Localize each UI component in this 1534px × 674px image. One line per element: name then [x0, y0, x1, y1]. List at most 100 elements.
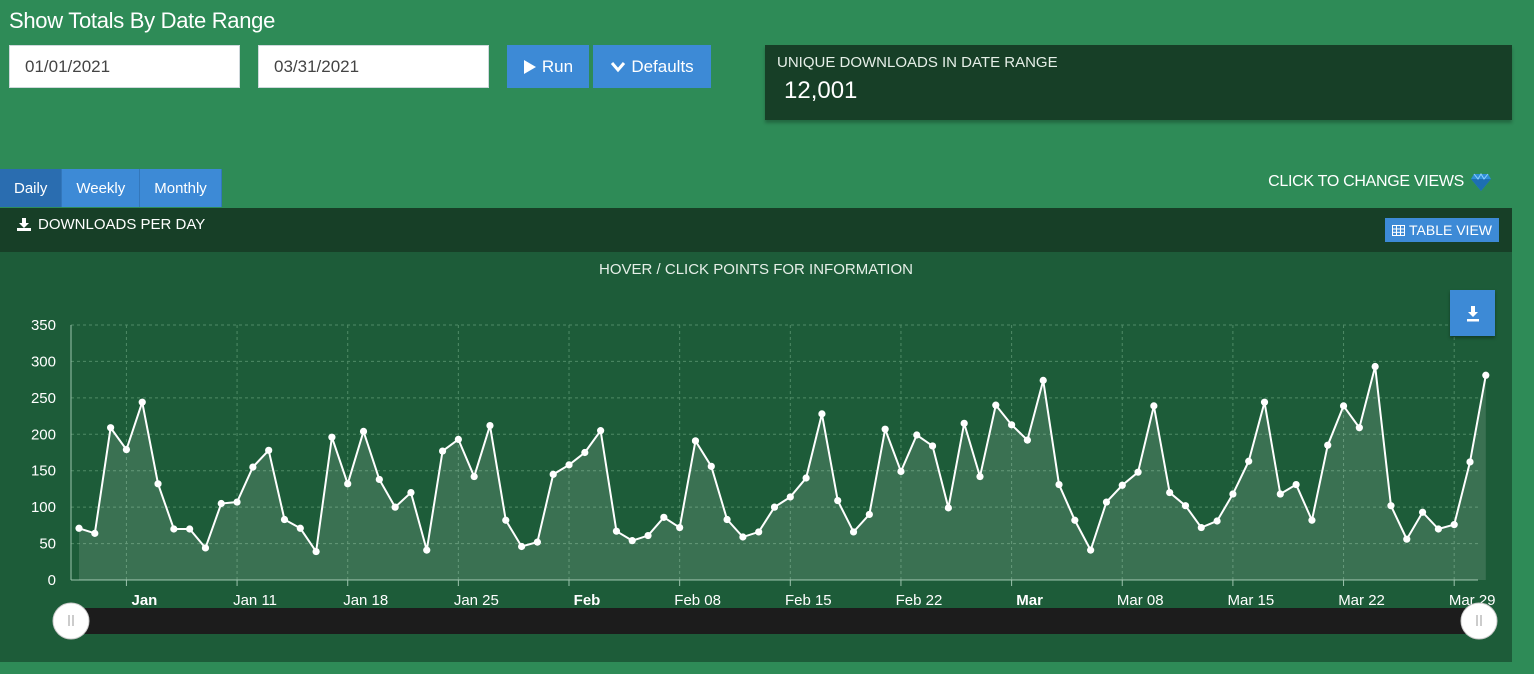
data-point[interactable]: [470, 472, 478, 481]
data-point[interactable]: [296, 524, 304, 532]
data-point[interactable]: [75, 524, 83, 532]
data-point[interactable]: [1055, 480, 1063, 489]
data-point[interactable]: [359, 427, 368, 435]
data-point[interactable]: [1482, 371, 1490, 379]
data-point[interactable]: [249, 463, 257, 471]
data-point[interactable]: [1181, 502, 1190, 510]
data-point[interactable]: [517, 542, 526, 551]
data-point[interactable]: [454, 435, 462, 443]
navigator-handle-right[interactable]: [1460, 602, 1498, 640]
table-view-button[interactable]: TABLE VIEW: [1385, 218, 1499, 242]
data-point[interactable]: [1150, 402, 1158, 410]
data-point[interactable]: [312, 547, 320, 556]
tab-daily[interactable]: Daily: [0, 169, 63, 207]
data-point[interactable]: [1071, 516, 1079, 524]
data-point[interactable]: [960, 419, 968, 427]
data-point[interactable]: [344, 480, 352, 488]
data-point[interactable]: [1292, 480, 1300, 489]
data-point[interactable]: [676, 523, 684, 532]
data-point[interactable]: [1118, 481, 1126, 489]
data-point[interactable]: [944, 504, 952, 512]
data-point[interactable]: [849, 528, 858, 536]
data-point[interactable]: [755, 528, 763, 536]
data-point[interactable]: [328, 433, 336, 441]
data-point[interactable]: [723, 515, 731, 524]
data-point[interactable]: [438, 447, 447, 455]
data-point[interactable]: [1308, 516, 1316, 524]
data-point[interactable]: [1039, 376, 1047, 384]
data-point[interactable]: [1403, 535, 1411, 543]
data-point[interactable]: [1134, 468, 1142, 476]
data-point[interactable]: [122, 445, 131, 454]
data-point[interactable]: [375, 475, 383, 484]
data-point[interactable]: [928, 442, 937, 450]
data-point[interactable]: [644, 531, 652, 540]
data-point[interactable]: [581, 448, 589, 457]
end-date-input[interactable]: [258, 45, 489, 88]
data-point[interactable]: [1387, 502, 1395, 510]
export-button[interactable]: [1450, 290, 1495, 336]
data-point[interactable]: [1466, 458, 1474, 466]
data-point[interactable]: [597, 427, 605, 435]
data-point[interactable]: [549, 470, 557, 478]
data-point[interactable]: [1418, 508, 1427, 516]
data-point[interactable]: [1434, 525, 1442, 533]
data-point[interactable]: [834, 496, 842, 505]
data-point[interactable]: [280, 515, 289, 524]
data-point[interactable]: [1008, 421, 1016, 429]
data-point[interactable]: [818, 410, 826, 418]
data-point[interactable]: [502, 516, 510, 524]
data-point[interactable]: [881, 425, 889, 433]
defaults-button[interactable]: Defaults: [593, 45, 711, 88]
data-point[interactable]: [612, 527, 621, 535]
data-point[interactable]: [1339, 402, 1348, 410]
data-point[interactable]: [1324, 441, 1332, 449]
navigator-handle-left[interactable]: [52, 602, 90, 640]
data-point[interactable]: [786, 493, 794, 501]
data-point[interactable]: [1450, 521, 1458, 529]
downloads-chart[interactable]: 0 50 100 150 200 250 300 350 Jan Jan 11 Jan 18 Jan …: [0, 252, 1512, 662]
data-point[interactable]: [217, 499, 225, 508]
data-point[interactable]: [1087, 546, 1095, 554]
data-point[interactable]: [407, 488, 415, 497]
data-point[interactable]: [154, 480, 162, 488]
data-point[interactable]: [1102, 498, 1111, 506]
data-point[interactable]: [423, 546, 431, 554]
data-point[interactable]: [913, 431, 921, 439]
data-point[interactable]: [1371, 362, 1379, 371]
tab-monthly[interactable]: Monthly: [140, 169, 222, 207]
data-point[interactable]: [1245, 457, 1253, 465]
data-point[interactable]: [1276, 490, 1284, 498]
data-point[interactable]: [91, 529, 99, 537]
data-point[interactable]: [565, 461, 573, 469]
data-point[interactable]: [1166, 488, 1174, 497]
data-point[interactable]: [691, 437, 700, 445]
data-point[interactable]: [1213, 517, 1221, 525]
data-point[interactable]: [533, 538, 541, 546]
data-point[interactable]: [265, 446, 273, 454]
data-point[interactable]: [707, 462, 715, 470]
data-point[interactable]: [660, 513, 668, 521]
data-point[interactable]: [1229, 490, 1237, 498]
data-point[interactable]: [770, 503, 779, 511]
data-point[interactable]: [233, 498, 241, 506]
data-point[interactable]: [739, 533, 747, 541]
data-point[interactable]: [628, 537, 636, 545]
data-point[interactable]: [170, 525, 178, 533]
data-point[interactable]: [201, 544, 210, 552]
data-point[interactable]: [391, 503, 399, 511]
data-point[interactable]: [976, 472, 984, 481]
run-button[interactable]: Run: [507, 45, 589, 88]
data-point[interactable]: [1355, 424, 1363, 432]
tab-weekly[interactable]: Weekly: [62, 169, 141, 207]
data-point[interactable]: [897, 467, 905, 476]
start-date-input[interactable]: [9, 45, 240, 88]
data-point[interactable]: [865, 510, 873, 519]
data-point[interactable]: [107, 424, 115, 432]
data-point[interactable]: [992, 401, 1000, 409]
data-point[interactable]: [486, 421, 494, 430]
data-point[interactable]: [1023, 436, 1032, 444]
data-point[interactable]: [186, 525, 194, 533]
data-point[interactable]: [1260, 398, 1269, 406]
data-point[interactable]: [802, 474, 810, 482]
